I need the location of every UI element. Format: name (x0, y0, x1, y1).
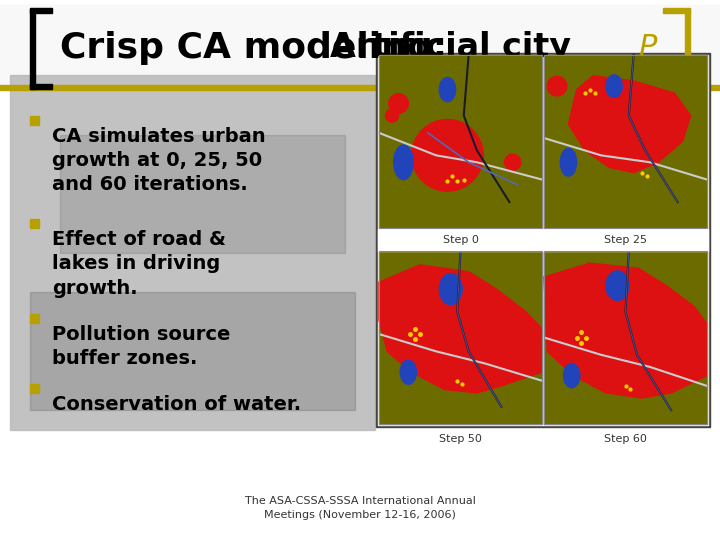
Bar (30, 116, 39, 125)
Bar (379, 55, 542, 228)
Text: Artificial city: Artificial city (330, 31, 571, 64)
Bar (378, 229, 708, 251)
Ellipse shape (560, 148, 577, 176)
Circle shape (547, 76, 567, 96)
Bar (544, 55, 707, 228)
Text: $\mathbf{\mathit{P}}$: $\mathbf{\mathit{P}}$ (638, 32, 658, 64)
Ellipse shape (394, 145, 413, 180)
Circle shape (505, 154, 521, 171)
Text: Pollution source
buffer zones.: Pollution source buffer zones. (52, 325, 230, 368)
Text: Step 0: Step 0 (443, 235, 478, 245)
Bar (10, 75, 375, 430)
Text: The ASA-CSSA-SSSA International Annual
Meetings (November 12-16, 2006): The ASA-CSSA-SSSA International Annual M… (245, 496, 475, 520)
Circle shape (385, 109, 399, 122)
Bar (544, 251, 707, 424)
Bar (30, 8, 52, 13)
Ellipse shape (400, 360, 416, 384)
Bar (30, 292, 355, 410)
Polygon shape (544, 263, 707, 398)
Bar (663, 8, 690, 13)
Bar (60, 135, 345, 253)
Bar (30, 384, 39, 393)
Text: Conservation of water.: Conservation of water. (52, 395, 301, 414)
Bar (544, 251, 707, 424)
Ellipse shape (564, 363, 580, 388)
Ellipse shape (606, 271, 629, 300)
Ellipse shape (439, 77, 456, 102)
Text: Step 60: Step 60 (604, 434, 647, 444)
Circle shape (389, 93, 408, 113)
Bar (379, 251, 542, 424)
Bar (544, 55, 707, 228)
Bar (0, 85, 720, 90)
Bar (685, 9, 690, 89)
Polygon shape (379, 265, 542, 393)
Bar (376, 53, 710, 427)
Bar (378, 55, 708, 425)
Text: CA simulates urban
growth at 0, 25, 50
and 60 iterations.: CA simulates urban growth at 0, 25, 50 a… (52, 127, 266, 194)
Bar (30, 314, 39, 323)
Bar (379, 55, 542, 228)
Bar (379, 251, 542, 424)
Text: Step 25: Step 25 (604, 235, 647, 245)
Ellipse shape (606, 75, 622, 97)
Bar (30, 84, 52, 89)
Bar (30, 219, 39, 228)
Text: Step 50: Step 50 (439, 434, 482, 444)
Polygon shape (569, 76, 690, 173)
Text: Effect of road &
lakes in driving
growth.: Effect of road & lakes in driving growth… (52, 230, 226, 298)
Circle shape (412, 119, 483, 191)
Bar (663, 84, 690, 89)
Ellipse shape (439, 273, 462, 305)
Text: Crisp CA modeling:: Crisp CA modeling: (60, 31, 460, 65)
Bar (0, 5, 720, 85)
Bar (30, 9, 35, 89)
